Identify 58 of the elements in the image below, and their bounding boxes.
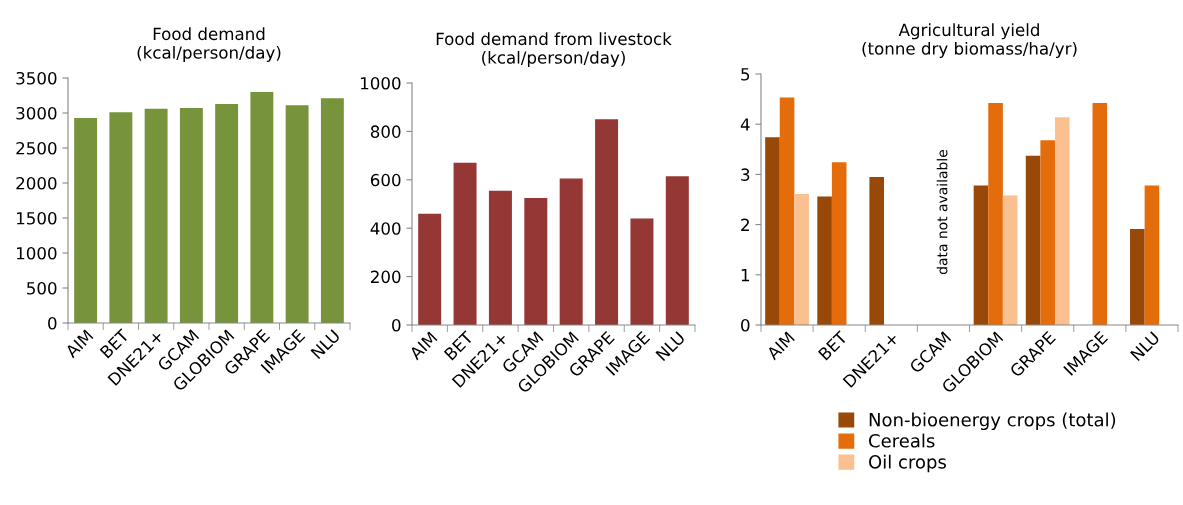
bar: [1144, 185, 1160, 325]
y-tick-label: 5: [741, 68, 750, 81]
y-tick-label: 1: [741, 268, 750, 282]
y-tick-label: 3500: [16, 71, 57, 85]
bar: [973, 185, 989, 325]
bar: [1002, 195, 1018, 325]
bar: [109, 112, 133, 323]
y-tick-label: 3000: [16, 106, 57, 120]
y-tick-label: 600: [370, 173, 401, 187]
bar: [250, 92, 274, 323]
y-tick-label: 0: [741, 318, 750, 332]
bar: [988, 103, 1003, 325]
bar: [1025, 155, 1041, 325]
bar: [285, 105, 309, 323]
y-tick-label: 1500: [17, 211, 57, 225]
y-tick-label: 800: [370, 125, 401, 138]
bar: [831, 162, 847, 325]
y-tick-label: 4: [740, 118, 750, 131]
bar: [488, 190, 512, 325]
annotation: data not available: [936, 150, 948, 275]
bar: [74, 117, 98, 323]
legend-label: Oil crops: [869, 454, 946, 473]
bar: [144, 108, 168, 323]
bar: [630, 218, 654, 325]
bar: [1040, 140, 1055, 325]
bar: [320, 98, 344, 323]
legend-label: Non-bioenergy crops (total): [869, 412, 1116, 431]
y-tick-label: 1000: [17, 246, 57, 260]
bar: [1092, 103, 1108, 325]
bar: [794, 193, 809, 325]
bar: [665, 176, 689, 325]
bar: [1054, 117, 1070, 325]
y-tick-label: 3: [741, 168, 750, 181]
y-tick-label: 2: [741, 218, 749, 231]
y-tick-label: 0: [48, 316, 57, 330]
bar: [817, 196, 832, 325]
y-tick-label: 500: [27, 281, 57, 295]
y-tick-label: 2500: [16, 141, 57, 155]
bar: [869, 176, 885, 325]
bar: [215, 103, 239, 323]
y-tick-label: 0: [392, 318, 401, 332]
bar: [765, 137, 780, 325]
y-tick-label: 200: [370, 270, 401, 284]
bar: [179, 108, 203, 323]
y-tick-label: 1000: [361, 76, 401, 90]
legend-label: Cereals: [869, 433, 935, 448]
bar: [418, 213, 442, 325]
bar: [1130, 229, 1145, 325]
y-tick-label: 400: [370, 222, 401, 235]
bar: [559, 178, 583, 325]
bar: [453, 162, 477, 325]
bar: [524, 197, 548, 325]
bar: [595, 119, 619, 325]
bar: [779, 97, 795, 325]
chart-title: Food demand from livestock (kcal/person/day): [436, 32, 672, 68]
y-tick-label: 2000: [16, 176, 57, 190]
chart-title: Agricultural yield (tonne dry biomass/ha/yr): [862, 23, 1077, 59]
chart-title: Food demand (kcal/person/day): [137, 27, 281, 63]
